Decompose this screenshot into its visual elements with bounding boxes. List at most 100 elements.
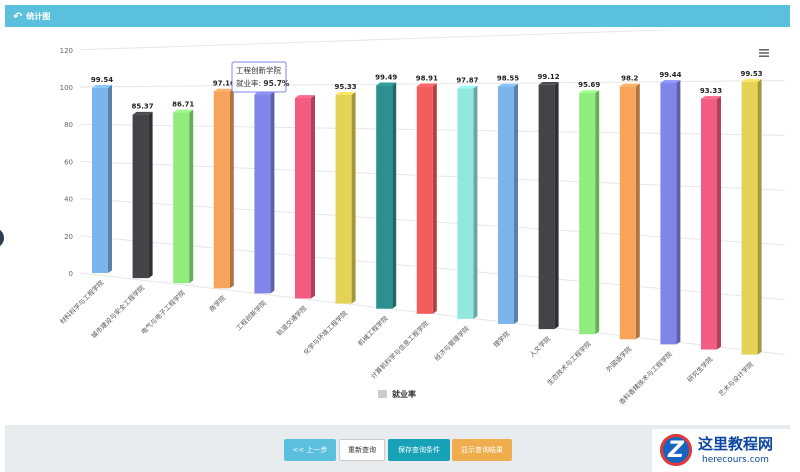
x-tick-label: 研究生学院 xyxy=(685,354,715,384)
x-tick-label: 化学与环境工程学院 xyxy=(301,308,349,356)
back-arrow-icon[interactable]: ↶ xyxy=(13,9,23,23)
bar[interactable] xyxy=(457,85,478,319)
bar-front xyxy=(295,97,311,299)
watermark-url: herecours.com xyxy=(702,455,769,465)
bar-top xyxy=(416,83,437,87)
bar-side xyxy=(635,83,640,340)
bar-front xyxy=(335,94,352,304)
legend-swatch[interactable] xyxy=(378,390,387,398)
bar-side xyxy=(757,79,762,355)
y-tick-label: 100 xyxy=(60,84,73,92)
x-tick-label: 机械工程学院 xyxy=(356,313,390,347)
page-header: ↶ 统计图 xyxy=(5,5,790,27)
x-tick-label: 电气与电子工程学院 xyxy=(139,288,187,336)
bar-side xyxy=(554,81,559,330)
bar-chart: 0 20 40 60 80 100 120 99.54 85.37 86.71 97.16 95.3… xyxy=(58,25,786,406)
data-label: 97.16 xyxy=(213,80,235,88)
x-tick-label: 轨道交通学院 xyxy=(274,303,308,337)
bar-top xyxy=(376,82,397,86)
bar[interactable] xyxy=(619,83,640,340)
page-title: 统计图 xyxy=(26,11,51,21)
bar-front xyxy=(741,81,758,355)
bar-front xyxy=(619,86,636,340)
bar[interactable] xyxy=(254,91,275,294)
save-conditions-button[interactable]: 保存查询条件 xyxy=(388,439,450,461)
data-label: 95.69 xyxy=(578,81,600,89)
tooltip-value: 95.7% xyxy=(263,79,290,88)
bar-side xyxy=(392,82,397,309)
data-label: 99.53 xyxy=(741,70,763,78)
side-handle[interactable] xyxy=(0,228,4,248)
gridline xyxy=(79,25,786,51)
chart-bars xyxy=(92,79,762,355)
data-label: 98.55 xyxy=(497,74,519,82)
bar-top xyxy=(579,90,600,94)
bar-top xyxy=(660,80,681,83)
y-axis: 0 20 40 60 80 100 120 xyxy=(60,47,73,278)
x-tick-label: 商学院 xyxy=(207,293,228,314)
x-tick-label: 生态技术与工程学院 xyxy=(545,339,593,387)
bar-top xyxy=(295,95,315,98)
bar-top xyxy=(173,109,194,113)
bar[interactable] xyxy=(579,90,600,335)
bar[interactable] xyxy=(335,92,356,304)
bar-front xyxy=(173,112,190,284)
x-tick-label: 艺术与设计学院 xyxy=(716,359,755,398)
bar-side xyxy=(351,92,356,304)
bar[interactable] xyxy=(741,79,762,355)
bar-top xyxy=(538,81,559,85)
data-label: 99.12 xyxy=(538,73,560,81)
bar[interactable] xyxy=(295,95,315,299)
bar-top xyxy=(457,85,478,89)
bar-front xyxy=(416,86,433,314)
bar-front xyxy=(701,98,717,350)
data-label: 99.54 xyxy=(91,76,113,84)
bar-front xyxy=(498,86,514,324)
bar[interactable] xyxy=(92,85,112,274)
data-labels: 99.54 85.37 86.71 97.16 95.33 99.49 98.91 97.87… xyxy=(91,70,763,111)
bar-top xyxy=(701,96,721,99)
data-label: 98.91 xyxy=(416,74,438,82)
bar-side xyxy=(473,85,478,319)
bar-front xyxy=(254,94,271,294)
bar-front xyxy=(132,114,149,279)
tooltip-box xyxy=(231,61,287,93)
bar-top xyxy=(741,79,762,82)
bar-top xyxy=(498,83,518,87)
bar[interactable] xyxy=(660,80,681,345)
data-label: 95.33 xyxy=(335,83,357,91)
bar-side xyxy=(229,88,234,289)
bar[interactable] xyxy=(173,109,194,284)
hamburger-menu-icon[interactable] xyxy=(759,49,769,57)
bar[interactable] xyxy=(416,83,437,314)
bar-side xyxy=(148,111,153,279)
bar-side xyxy=(432,83,437,314)
x-tick-label: 理学院 xyxy=(491,329,512,350)
bar[interactable] xyxy=(213,88,234,289)
bar-side xyxy=(676,80,681,345)
bar-side xyxy=(595,90,600,335)
x-tick-label: 工程创新学院 xyxy=(234,298,268,332)
bar[interactable] xyxy=(701,96,721,350)
data-label: 93.33 xyxy=(700,87,722,95)
chart-area: 0 20 40 60 80 100 120 99.54 85.37 86.71 97.16 95.3… xyxy=(0,25,800,425)
legend-label[interactable]: 就业率 xyxy=(392,389,416,399)
previous-step-button[interactable]: << 上一步 xyxy=(284,439,336,461)
watermark-logo: Z 这里教程网 herecours.com xyxy=(652,429,800,472)
data-label: 97.87 xyxy=(456,76,478,84)
y-tick-label: 20 xyxy=(64,233,73,241)
requery-button[interactable]: 重新查询 xyxy=(339,439,385,461)
bar[interactable] xyxy=(538,81,559,330)
tooltip-label: 就业率 xyxy=(236,78,259,88)
x-tick-label: 经济与管理学院 xyxy=(432,324,471,363)
bar-top xyxy=(213,88,234,92)
x-tick-label: 外国语学院 xyxy=(604,344,634,374)
bar[interactable] xyxy=(376,82,397,309)
bar-side xyxy=(514,83,518,324)
chart-legend[interactable]: 就业率 xyxy=(378,389,416,399)
bar[interactable] xyxy=(132,111,153,279)
show-results-button[interactable]: 显示查询结果 xyxy=(452,439,512,461)
y-tick-label: 80 xyxy=(64,121,73,129)
bar[interactable] xyxy=(498,83,518,324)
data-label: 86.71 xyxy=(172,100,194,108)
